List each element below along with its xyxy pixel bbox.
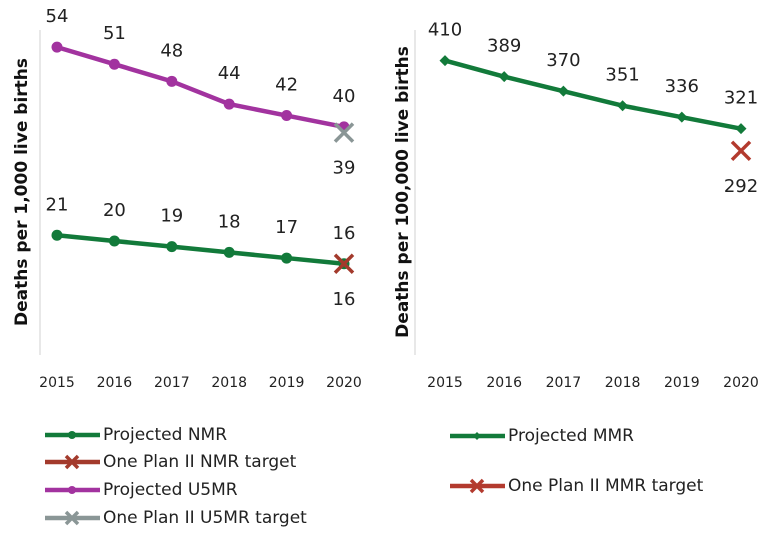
legend-label: Projected MMR xyxy=(508,426,634,446)
marker xyxy=(469,478,485,494)
series-line xyxy=(56,233,345,267)
x-tick-label: 2018 xyxy=(605,375,641,391)
data-label: 410 xyxy=(428,20,462,41)
marker xyxy=(439,55,451,67)
data-label: 16 xyxy=(333,289,356,310)
legend-label: Projected NMR xyxy=(103,425,227,445)
x-tick-label: 2015 xyxy=(39,375,75,391)
data-label: 42 xyxy=(275,75,298,96)
marker xyxy=(281,110,293,122)
x-tick-label: 2017 xyxy=(154,375,190,391)
legend-label: Projected U5MR xyxy=(103,480,238,500)
legend-label: One Plan II U5MR target xyxy=(103,508,307,528)
marker xyxy=(557,85,569,97)
data-label: 17 xyxy=(275,217,298,238)
marker xyxy=(473,432,481,440)
series-line xyxy=(56,44,345,130)
marker xyxy=(333,122,355,143)
data-label: 18 xyxy=(218,211,241,232)
marker xyxy=(68,486,76,494)
marker xyxy=(51,41,63,53)
marker xyxy=(730,140,752,162)
data-label: 292 xyxy=(724,176,758,197)
marker xyxy=(64,454,80,470)
marker xyxy=(68,431,76,439)
data-label: 21 xyxy=(46,194,69,215)
marker xyxy=(223,98,235,110)
marker xyxy=(676,111,688,123)
x-tick-label: 2020 xyxy=(326,375,362,391)
data-label: 39 xyxy=(333,158,356,179)
marker xyxy=(108,235,120,247)
data-label: 16 xyxy=(333,223,356,244)
legend-label: One Plan II MMR target xyxy=(508,476,704,496)
data-label: 48 xyxy=(160,40,183,61)
data-label: 54 xyxy=(46,6,69,27)
legend-label: One Plan II NMR target xyxy=(103,452,297,472)
x-tick-label: 2019 xyxy=(269,375,305,391)
x-tick-label: 2018 xyxy=(211,375,247,391)
marker xyxy=(281,252,293,264)
y-axis-label: Deaths per 1,000 live births xyxy=(12,58,32,326)
marker xyxy=(223,246,235,258)
series-line xyxy=(444,58,742,131)
marker xyxy=(333,253,355,275)
x-tick-label: 2020 xyxy=(723,375,759,391)
x-tick-label: 2016 xyxy=(97,375,133,391)
marker xyxy=(498,71,510,83)
marker xyxy=(64,510,80,526)
data-label: 51 xyxy=(103,23,126,44)
y-axis-label: Deaths per 100,000 live births xyxy=(393,46,413,338)
marker xyxy=(108,58,120,70)
data-label: 321 xyxy=(724,88,758,109)
x-tick-label: 2017 xyxy=(546,375,582,391)
data-label: 389 xyxy=(487,36,521,57)
marker xyxy=(617,100,629,112)
data-label: 370 xyxy=(546,50,580,71)
x-tick-label: 2016 xyxy=(486,375,522,391)
data-label: 44 xyxy=(218,63,241,84)
data-label: 20 xyxy=(103,200,126,221)
marker xyxy=(51,229,63,241)
marker xyxy=(166,75,178,87)
data-label: 351 xyxy=(605,65,639,86)
data-label: 19 xyxy=(160,206,183,227)
marker xyxy=(735,123,747,135)
data-label: 40 xyxy=(333,86,356,107)
marker xyxy=(166,241,178,253)
data-label: 336 xyxy=(665,76,699,97)
x-tick-label: 2015 xyxy=(427,375,463,391)
x-tick-label: 2019 xyxy=(664,375,700,391)
